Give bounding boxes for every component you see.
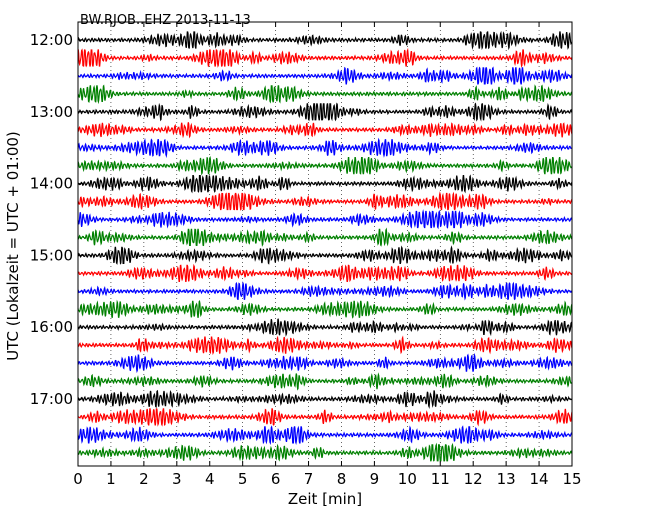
y-tick-label: 17:00 (30, 390, 73, 408)
trace-line (77, 372, 573, 391)
trace-line (77, 425, 573, 446)
trace-line (77, 389, 573, 410)
x-tick-label: 13 (497, 470, 516, 488)
y-tick-label: 12:00 (30, 31, 73, 49)
x-tick-label: 12 (464, 470, 483, 488)
x-tick-label: 8 (337, 470, 347, 488)
x-tick-label: 7 (304, 470, 314, 488)
chart-title: BW.RJOB..EHZ 2013-11-13 (80, 13, 251, 28)
trace-line (77, 352, 573, 374)
x-tick-label: 4 (205, 470, 215, 488)
y-axis-label: UTC (Lokalzeit = UTC + 01:00) (4, 131, 22, 361)
x-axis-label: Zeit [min] (288, 490, 362, 508)
trace-line (77, 84, 573, 105)
trace-line (77, 137, 573, 159)
y-tick-label: 15:00 (30, 246, 73, 264)
traces (77, 30, 573, 462)
trace-line (77, 408, 573, 427)
x-tick-label: 11 (431, 470, 450, 488)
trace-line (77, 263, 573, 283)
trace-line (77, 156, 573, 176)
y-tick-label: 13:00 (30, 103, 73, 121)
trace-line (77, 122, 573, 139)
x-tick-label: 0 (73, 470, 83, 488)
trace-line (77, 30, 573, 51)
x-tick-label: 2 (139, 470, 149, 488)
y-tick-label: 16:00 (30, 318, 73, 336)
trace-line (77, 281, 573, 301)
plot-frame (77, 21, 573, 467)
trace-line (77, 191, 573, 211)
trace-line (77, 318, 573, 337)
x-axis-ticks: 0 1 2 3 4 5 6 7 8 9 10 11 12 13 14 15 (73, 22, 582, 488)
trace-line (77, 209, 573, 230)
trace-line (77, 102, 573, 122)
plot-area (78, 22, 572, 466)
trace-line (77, 66, 573, 85)
x-tick-label: 3 (172, 470, 182, 488)
trace-line (77, 245, 573, 265)
x-tick-label: 14 (530, 470, 549, 488)
trace-line (77, 335, 573, 356)
x-tick-label: 15 (562, 470, 581, 488)
y-tick-label: 14:00 (30, 175, 73, 193)
x-tick-label: 6 (271, 470, 281, 488)
trace-line (77, 227, 573, 247)
trace-line (77, 174, 573, 194)
trace-line (77, 442, 573, 462)
y-axis-ticks: 12:00 13:00 14:00 15:00 16:00 17:00 (30, 31, 83, 408)
x-tick-label: 9 (370, 470, 380, 488)
x-tick-label: 5 (238, 470, 248, 488)
trace-line (77, 47, 573, 68)
x-tick-label: 1 (106, 470, 116, 488)
trace-line (77, 299, 573, 319)
x-tick-label: 10 (398, 470, 417, 488)
